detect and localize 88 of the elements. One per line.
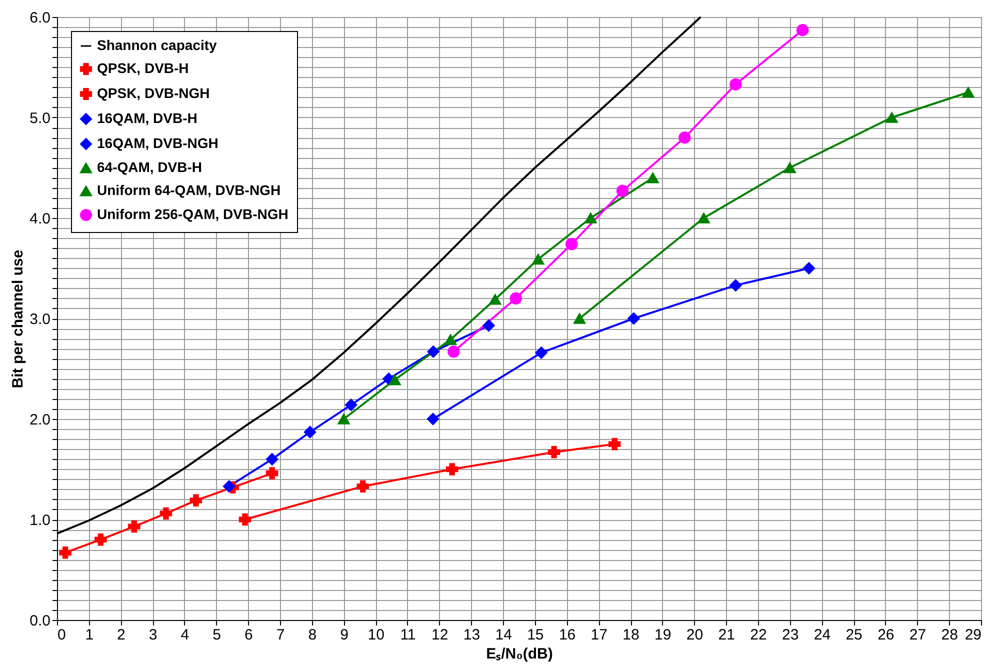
x-tick-label: 24 xyxy=(814,626,831,644)
x-tick-label: 25 xyxy=(846,626,862,644)
x-tick-label: 22 xyxy=(750,626,767,644)
x-tick-label: 10 xyxy=(368,626,384,644)
point xyxy=(796,24,809,36)
y-tick-label: 6.0 xyxy=(30,10,50,26)
point xyxy=(266,453,278,466)
x-axis-title: Eₛ/N₀(dB) xyxy=(486,646,553,662)
point xyxy=(238,513,252,526)
point xyxy=(482,319,495,332)
point xyxy=(962,86,974,98)
point xyxy=(548,446,560,458)
point xyxy=(730,78,742,90)
x-tick-label: 0 xyxy=(58,626,66,644)
point xyxy=(698,212,710,224)
x-tick-label: 26 xyxy=(878,626,894,644)
point xyxy=(388,374,401,386)
x-tick-label: 23 xyxy=(782,626,799,644)
point xyxy=(356,480,370,492)
point xyxy=(488,294,502,305)
point xyxy=(448,346,460,358)
point xyxy=(573,313,586,324)
y-tick-label: 1.0 xyxy=(30,512,50,529)
x-tick-label: 12 xyxy=(432,626,448,644)
point xyxy=(678,131,691,144)
x-tick-label: 6 xyxy=(244,626,253,644)
y-tick-label: 2.0 xyxy=(30,412,50,428)
x-tick-label: 27 xyxy=(909,626,926,644)
point xyxy=(616,184,629,197)
x-tick-label: 16 xyxy=(558,626,576,644)
point xyxy=(304,426,316,438)
x-tick-label: 20 xyxy=(686,626,704,644)
point xyxy=(584,212,597,224)
point xyxy=(565,238,578,250)
point xyxy=(886,112,898,123)
point xyxy=(338,414,350,424)
x-tick-label: 7 xyxy=(276,626,285,644)
legend-label: QPSK, DVB-NGH xyxy=(97,85,210,101)
point xyxy=(426,412,440,426)
x-tick-label: 19 xyxy=(654,626,672,644)
x-tick-label: 21 xyxy=(718,626,735,644)
x-tick-label: 17 xyxy=(590,626,608,644)
point xyxy=(427,346,440,358)
x-tick-label: 28 xyxy=(941,626,958,644)
legend-label: 16QAM, DVB-NGH xyxy=(97,135,218,151)
point xyxy=(94,533,107,546)
point xyxy=(784,162,796,174)
x-tick-label: 14 xyxy=(495,626,512,644)
point xyxy=(608,438,621,450)
legend-label: 64-QAM, DVB-H xyxy=(97,159,202,175)
point xyxy=(128,520,140,533)
x-tick-label: 2 xyxy=(117,626,126,644)
x-tick-label: 8 xyxy=(308,626,317,644)
x-tick-label: 1 xyxy=(85,626,94,644)
point xyxy=(628,312,640,325)
point xyxy=(510,292,522,305)
point xyxy=(802,262,816,274)
point xyxy=(344,398,358,412)
x-tick-label: 29 xyxy=(964,626,982,644)
y-tick-label: 3.0 xyxy=(30,311,50,328)
point xyxy=(160,507,172,520)
legend-label: 16QAM, DVB-H xyxy=(97,110,198,126)
x-tick-label: 18 xyxy=(622,626,640,644)
point xyxy=(444,334,457,345)
point xyxy=(190,494,202,507)
point xyxy=(535,346,548,359)
x-tick-label: 9 xyxy=(340,626,348,644)
x-tick-label: 3 xyxy=(148,626,158,644)
y-tick-label: 0.0 xyxy=(30,612,50,630)
legend-label: Uniform 64-QAM, DVB-NGH xyxy=(97,182,281,198)
point xyxy=(266,467,278,480)
legend-label: Shannon capacity xyxy=(97,37,218,53)
y-axis-title: Bit per channel use xyxy=(10,250,27,388)
y-tick-label: 5.0 xyxy=(30,110,50,127)
legend-label: QPSK, DVB-H xyxy=(97,60,189,76)
x-tick-label: 5 xyxy=(212,626,221,644)
point xyxy=(730,279,742,292)
point xyxy=(446,463,458,476)
legend-label: Uniform 256-QAM, DVB-NGH xyxy=(97,206,288,222)
point xyxy=(532,254,544,265)
x-tick-label: 4 xyxy=(180,626,190,644)
y-tick-label: 4.0 xyxy=(30,210,50,228)
x-tick-label: 11 xyxy=(400,626,416,644)
point xyxy=(59,546,72,559)
point xyxy=(646,172,659,184)
point xyxy=(222,480,236,492)
x-tick-label: 15 xyxy=(527,626,544,644)
x-tick-label: 13 xyxy=(463,626,480,644)
